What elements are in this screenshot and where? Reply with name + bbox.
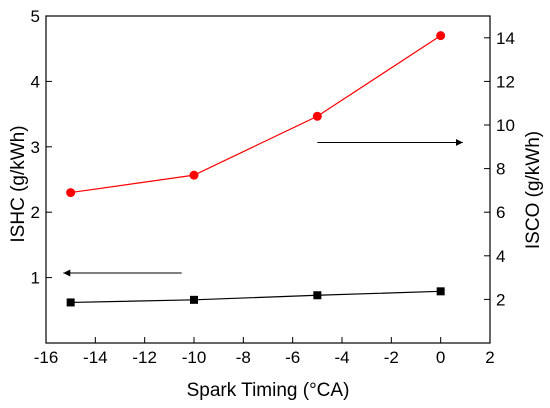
left-y-tick-label: 2 xyxy=(31,203,40,222)
isco-data-point xyxy=(189,170,199,180)
left-y-tick-label: 5 xyxy=(31,7,40,26)
x-tick-label: 0 xyxy=(436,348,445,367)
x-tick-label: -2 xyxy=(384,348,399,367)
x-tick-label: -8 xyxy=(236,348,251,367)
right-y-tick-label: 2 xyxy=(496,290,505,309)
x-tick-label: -4 xyxy=(334,348,349,367)
right-y-tick-label: 8 xyxy=(496,160,505,179)
x-tick-label: -10 xyxy=(182,348,207,367)
right-y-tick-label: 6 xyxy=(496,203,505,222)
left-y-tick-label: 1 xyxy=(31,269,40,288)
x-axis-title: Spark Timing (°CA) xyxy=(187,380,350,401)
right-y-tick-label: 12 xyxy=(496,72,515,91)
annotation-layer xyxy=(63,138,463,277)
ishc-data-point xyxy=(66,298,75,307)
x-tick-label: -16 xyxy=(34,348,59,367)
left-y-axis: 1 2 3 4 5 xyxy=(31,7,52,288)
right-y-axis-title: ISCO (g/kWh) xyxy=(523,131,544,249)
right-y-tick-label: 14 xyxy=(496,29,515,48)
x-tick-label: -6 xyxy=(285,348,300,367)
x-tick-label: -12 xyxy=(132,348,157,367)
right-y-tick-label: 4 xyxy=(496,247,505,266)
ishc-data-point xyxy=(190,295,198,304)
left-y-tick-label: 4 xyxy=(31,72,40,91)
ishc-data-point xyxy=(313,291,322,300)
right-y-tick-label: 10 xyxy=(496,116,515,135)
x-tick-label: 2 xyxy=(485,348,494,367)
plot-frame xyxy=(45,15,491,344)
left-y-tick-label: 3 xyxy=(31,138,40,157)
isco-data-point xyxy=(312,111,322,121)
x-axis: -16 -14 -12 -10 -8 -6 -4 -2 0 2 xyxy=(34,337,495,367)
x-tick-label: -14 xyxy=(83,348,108,367)
left-y-axis-title: ISHC (g/kWh) xyxy=(8,125,29,242)
series-layer xyxy=(66,31,446,307)
ishc-series-line xyxy=(70,290,441,304)
isco-series-line xyxy=(70,35,441,194)
isco-data-point xyxy=(66,188,76,198)
isco-data-point xyxy=(436,31,446,41)
ishc-data-point xyxy=(436,287,445,296)
right-y-axis: 2 4 6 8 10 12 14 xyxy=(484,29,515,309)
